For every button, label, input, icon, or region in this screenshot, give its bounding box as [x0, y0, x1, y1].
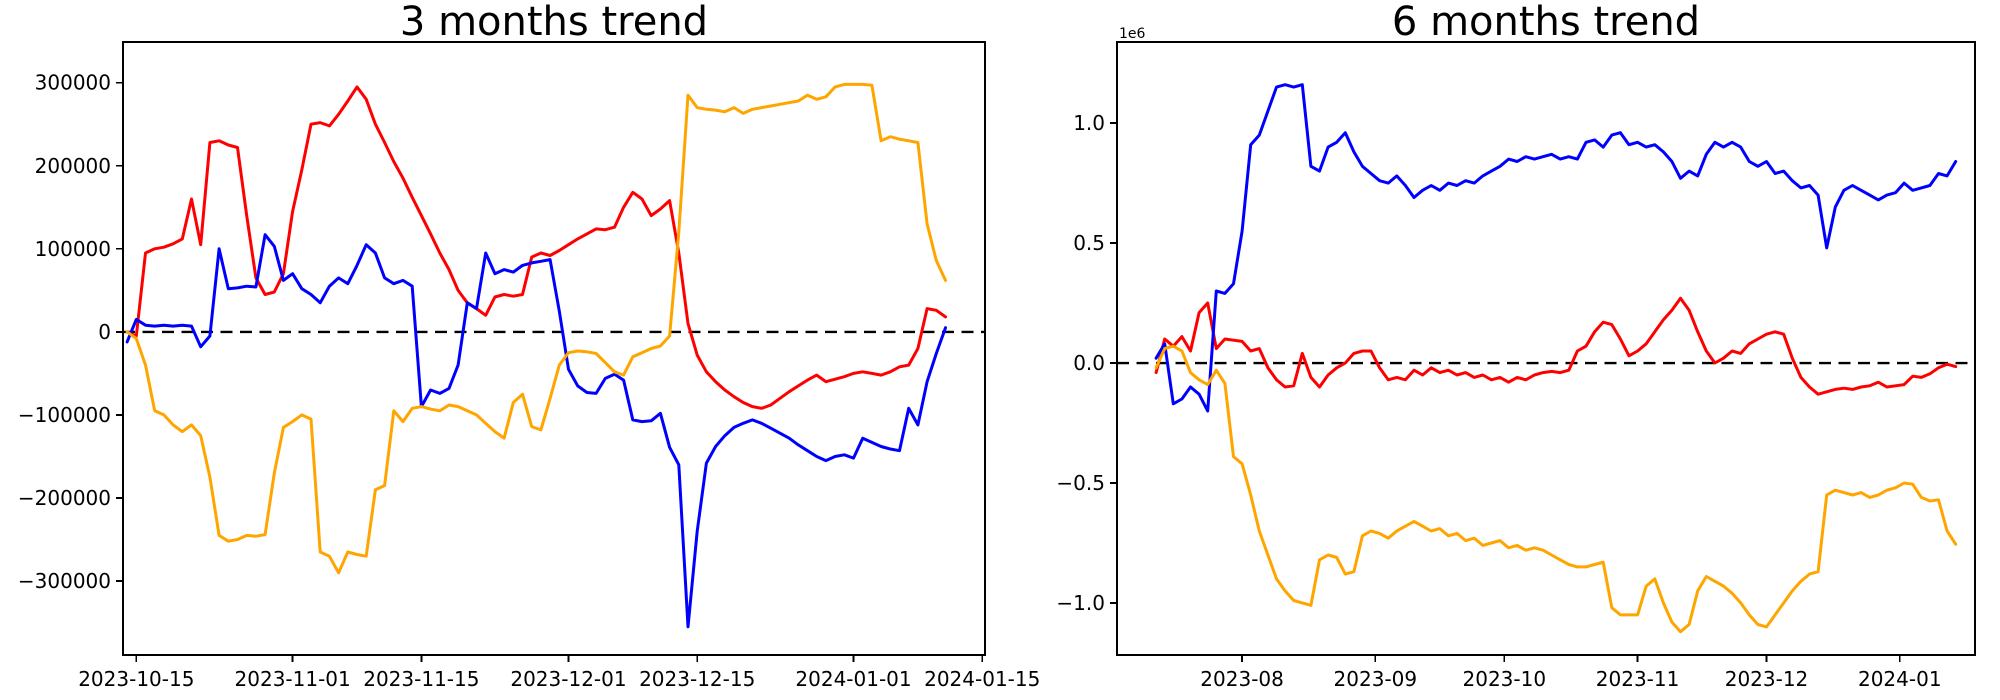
y-tick-label: −0.5	[1056, 471, 1105, 495]
x-tick-label: 2023-09	[1334, 667, 1418, 691]
y-tick-label: −200000	[18, 486, 111, 510]
y-tick-label: 200000	[35, 154, 111, 178]
series-2-blue-line	[125, 233, 947, 629]
x-tick-label: 2024-01	[1858, 667, 1942, 691]
x-tick-label: 2023-12-15	[639, 667, 755, 691]
y-tick-label: 100000	[35, 237, 111, 261]
series-1-red-line	[1154, 296, 1958, 396]
chart-panel-0: 300000 200000 100000 0 −100000 −200000 −300000…	[18, 41, 1040, 691]
x-tick-label: 2023-10	[1463, 667, 1547, 691]
y-tick-label: 1.0	[1073, 111, 1105, 135]
y-tick-label: −1.0	[1056, 591, 1105, 615]
y-tick-label: −300000	[18, 569, 111, 593]
x-tick-label: 2023-11-01	[235, 667, 351, 691]
x-tick-label: 2023-12	[1725, 667, 1809, 691]
series-3-orange-line	[1154, 344, 1958, 634]
x-tick-label: 2024-01-01	[795, 667, 911, 691]
plot-border	[122, 41, 986, 656]
y-tick-label: 0	[98, 320, 111, 344]
y-tick-label: 0.5	[1073, 231, 1105, 255]
x-tick-label: 2024-01-15	[924, 667, 1040, 691]
y-axis-offset-label: 1e6	[1119, 26, 1146, 42]
x-tick-label: 2023-10-15	[78, 667, 194, 691]
y-tick-label: 0.0	[1073, 351, 1105, 375]
chart-panel-1: 1.0 0.5 0.0 −0.5 −1.0 2023-08 2023-09 2023-10 20…	[1056, 41, 1976, 691]
y-tick-label: −100000	[18, 403, 111, 427]
series-1-red-line	[125, 85, 947, 410]
series-2-blue-line	[1154, 83, 1958, 413]
chart-title-3-months: 3 months trend	[399, 0, 709, 45]
x-tick-label: 2023-08	[1200, 667, 1284, 691]
y-tick-label: 300000	[35, 71, 111, 95]
x-tick-label: 2023-11	[1596, 667, 1680, 691]
chart-title-6-months: 6 months trend	[1391, 0, 1701, 45]
plot-border	[1116, 41, 1976, 656]
x-tick-label: 2023-12-01	[510, 667, 626, 691]
x-tick-label: 2023-11-15	[363, 667, 479, 691]
series-3-orange-line	[125, 82, 947, 575]
